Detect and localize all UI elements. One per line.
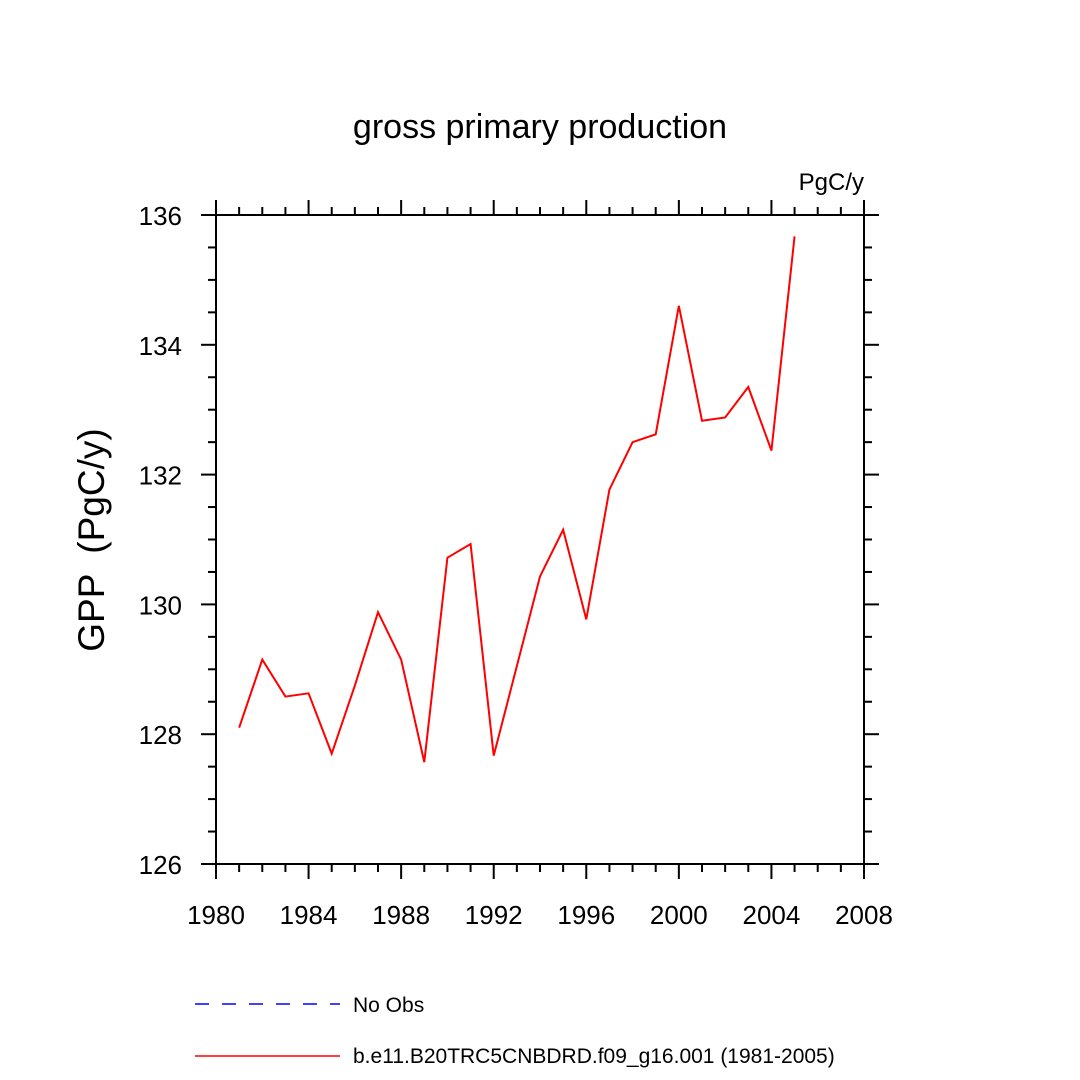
chart-title: gross primary production [353, 108, 727, 146]
legend-label-model: b.e11.B20TRC5CNBDRD.f09_g16.001 (1981-20… [353, 1045, 835, 1068]
legend-label-no-obs: No Obs [353, 994, 424, 1017]
legend: No Obs b.e11.B20TRC5CNBDRD.f09_g16.001 (… [195, 994, 835, 1068]
x-tick-label: 2008 [835, 900, 893, 930]
y-tick-label: 130 [139, 590, 182, 620]
y-tick-label: 132 [139, 461, 182, 491]
y-tick-label: 128 [139, 720, 182, 750]
x-tick-label: 1992 [465, 900, 523, 930]
x-tick-label: 2004 [743, 900, 801, 930]
series-line [238, 236, 796, 763]
y-tick-label: 136 [139, 201, 182, 231]
x-tick-label: 1988 [372, 900, 430, 930]
plot-series [238, 236, 796, 763]
y-axis-label: GPP (PgC/y) [71, 428, 112, 651]
y-tick-label: 134 [139, 331, 182, 361]
x-tick-label: 1984 [280, 900, 338, 930]
x-tick-label: 2000 [650, 900, 708, 930]
axis-tick-labels: 1980 1984 1988 1992 1996 2000 2004 2008 126 128 13… [139, 201, 893, 930]
axis-ticks [201, 200, 879, 879]
units-label: PgC/y [799, 169, 864, 196]
plot-frame [215, 214, 865, 865]
x-tick-label: 1980 [187, 900, 245, 930]
y-tick-label: 126 [139, 850, 182, 880]
x-tick-label: 1996 [557, 900, 615, 930]
